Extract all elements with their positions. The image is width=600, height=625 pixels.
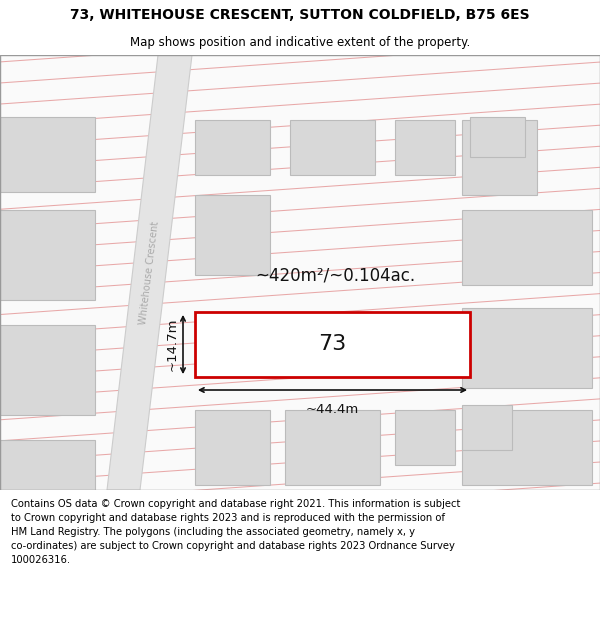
Text: ~44.4m: ~44.4m [306,403,359,416]
Polygon shape [107,55,192,490]
Bar [462,308,592,388]
Text: ~14.7m: ~14.7m [166,318,179,371]
Bar [0,117,95,192]
Text: ~420m²/~0.104ac.: ~420m²/~0.104ac. [255,266,415,284]
Bar [195,195,270,275]
Bar [290,120,375,175]
Bar [0,210,95,300]
Text: Whitehouse Crescent: Whitehouse Crescent [138,220,161,325]
Bar [0,440,95,490]
Bar [395,410,455,465]
Text: 73: 73 [319,334,347,354]
Bar [285,410,380,485]
Bar [470,117,525,157]
Bar [462,405,512,450]
Bar [0,325,95,415]
Bar [395,120,455,175]
Bar [462,210,592,285]
Bar [195,312,470,377]
Text: Map shows position and indicative extent of the property.: Map shows position and indicative extent… [130,36,470,49]
Bar [195,120,270,175]
Bar [462,410,592,485]
Text: Contains OS data © Crown copyright and database right 2021. This information is : Contains OS data © Crown copyright and d… [11,499,460,566]
Bar [195,410,270,485]
Bar [462,120,537,195]
Text: 73, WHITEHOUSE CRESCENT, SUTTON COLDFIELD, B75 6ES: 73, WHITEHOUSE CRESCENT, SUTTON COLDFIEL… [70,8,530,22]
